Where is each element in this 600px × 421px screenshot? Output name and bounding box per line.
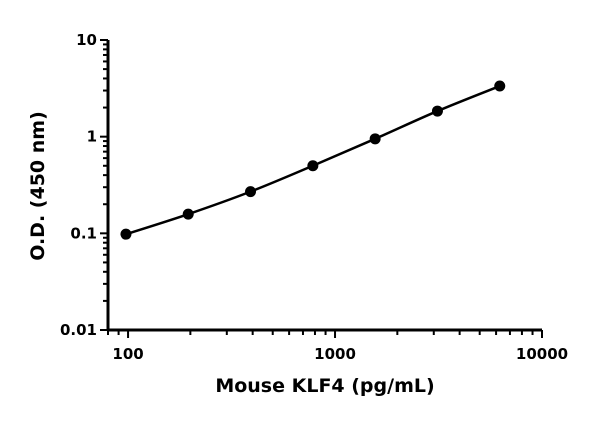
x-axis-title: Mouse KLF4 (pg/mL): [215, 375, 434, 397]
y-axis: 0.01 0.1 1 10: [60, 31, 110, 339]
data-point: [431, 105, 443, 117]
y-axis-title: O.D. (450 nm): [27, 111, 49, 261]
x-tick-label: 100: [112, 345, 143, 363]
data-point: [182, 208, 194, 220]
data-point: [245, 186, 257, 198]
plot-area: [120, 80, 506, 240]
data-point: [494, 80, 506, 92]
data-point: [369, 133, 381, 145]
y-tick-label: 10: [76, 31, 97, 49]
x-axis: 100 1000 10000: [107, 328, 568, 363]
data-point: [120, 228, 132, 240]
data-point: [307, 160, 319, 172]
x-tick-label: 1000: [314, 345, 356, 363]
y-tick-label: 0.1: [70, 224, 97, 242]
x-tick-label: 10000: [516, 345, 568, 363]
y-tick-label: 1: [87, 128, 97, 146]
fit-curve: [125, 84, 501, 236]
y-tick-label: 0.01: [60, 321, 97, 339]
